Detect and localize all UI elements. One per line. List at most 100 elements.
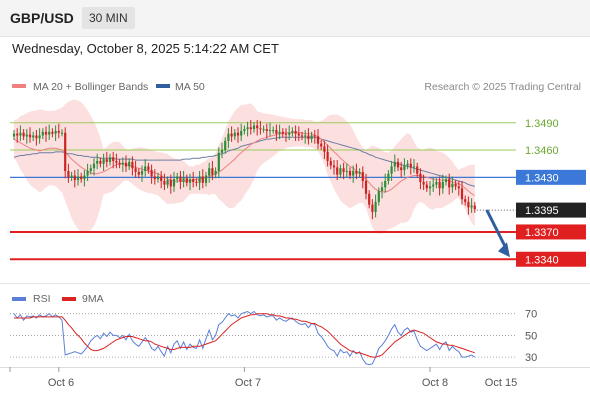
rsi-series-rsi (13, 310, 476, 366)
bollinger-bands (14, 99, 475, 235)
candle-body (35, 135, 38, 139)
candle (89, 164, 92, 175)
projection (476, 209, 516, 258)
candle-body (150, 170, 153, 177)
candle (70, 171, 73, 181)
candle-body (412, 166, 416, 168)
candle (316, 129, 320, 150)
candle (140, 165, 144, 182)
candle (246, 121, 249, 137)
candle (252, 121, 256, 133)
candle (227, 128, 230, 149)
candle (409, 158, 412, 175)
candle-body (310, 135, 313, 140)
candle-body (444, 179, 448, 182)
candle-body (195, 181, 198, 183)
candle-body (214, 170, 217, 175)
candle-body (390, 166, 393, 174)
candle (217, 147, 220, 179)
candle-body (76, 176, 80, 181)
candle (304, 130, 307, 144)
candle-body (368, 193, 371, 205)
candle (108, 153, 112, 166)
candle-body (51, 131, 54, 134)
candle-body (236, 132, 240, 136)
rsi-legend: RSI 9MA (12, 293, 104, 305)
candle (166, 176, 169, 189)
candle-body (169, 180, 172, 187)
candle-body (345, 170, 348, 172)
candle-body (201, 176, 204, 183)
candle (44, 126, 48, 142)
candle-body (163, 180, 166, 185)
candle-body (89, 168, 92, 171)
candle-body (240, 130, 243, 136)
candle (448, 173, 451, 195)
candle-body (294, 130, 297, 134)
level-label-1.3490: 1.3490 (525, 118, 559, 130)
candle-body (435, 181, 438, 185)
level-tag-1.3340-label: 1.3340 (525, 254, 559, 266)
candle (291, 127, 294, 137)
candle-body (108, 157, 112, 162)
candle-body (451, 183, 454, 188)
candle (41, 128, 44, 140)
candle (326, 144, 329, 167)
candle-body (156, 176, 160, 180)
candle-body (32, 135, 35, 138)
candle-body (233, 132, 236, 137)
candle-body (323, 146, 326, 152)
candle-body (467, 201, 470, 208)
candle (249, 120, 252, 135)
price-levels (10, 122, 516, 261)
candle (67, 163, 70, 183)
candle-body (396, 161, 400, 168)
candle-body (172, 179, 176, 187)
candle-body (300, 135, 304, 137)
candle-body (185, 178, 188, 183)
candle (128, 158, 131, 171)
candle (16, 128, 19, 143)
candle (118, 159, 121, 169)
candle (137, 168, 140, 179)
candle (419, 168, 422, 190)
candle (460, 180, 464, 205)
candle-body (371, 204, 374, 212)
candle-body (220, 150, 224, 153)
candle (262, 125, 265, 133)
candle (432, 177, 435, 192)
candle-body (188, 179, 192, 183)
candle (332, 160, 336, 175)
candle (83, 170, 86, 187)
candle-body (96, 160, 99, 164)
candle (22, 129, 25, 141)
candle-body (198, 176, 201, 183)
candle-body (355, 170, 358, 174)
candle (320, 140, 323, 151)
timeframe-button[interactable]: 30 MIN (82, 7, 135, 29)
legend-rsi-swatch (12, 297, 26, 301)
legend-9ma-swatch (62, 297, 76, 301)
candle-body (105, 159, 108, 162)
panel-divider (0, 283, 590, 284)
chart-header: GBP/USD 30 MIN (0, 0, 590, 37)
candle-body (316, 136, 320, 144)
legend-rsi-label: RSI (33, 293, 51, 305)
candle-body (336, 167, 339, 175)
candle (364, 173, 368, 200)
candle-body (464, 199, 467, 202)
candle (179, 170, 182, 190)
candle-body (291, 130, 294, 133)
candle-body (377, 191, 380, 202)
candle (390, 160, 393, 181)
candle (51, 128, 54, 138)
candle (256, 120, 259, 136)
candle (115, 153, 118, 169)
projection-arrow-head (498, 242, 510, 258)
candle (96, 153, 99, 170)
candle (300, 131, 304, 141)
candle-body (73, 175, 76, 181)
candle (211, 160, 214, 181)
candle (281, 128, 284, 138)
